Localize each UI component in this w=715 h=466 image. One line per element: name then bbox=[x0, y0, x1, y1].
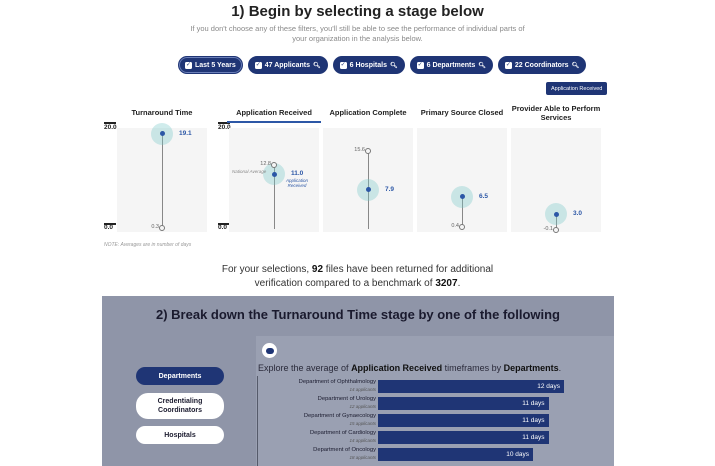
department-applicants: 12 applicants bbox=[349, 404, 376, 409]
national-average-label: 12.8 bbox=[260, 161, 271, 167]
department-name: Department of Gynaecology bbox=[303, 413, 376, 419]
filter-pill[interactable]: ✓ 47 Applicants 🔍︎ bbox=[247, 56, 328, 74]
summary-text: For your selections, 92 files have been … bbox=[221, 264, 494, 289]
department-applicants: 14 applicants bbox=[349, 387, 376, 392]
bar-axis-line bbox=[257, 376, 258, 466]
filter-pill[interactable]: ✓ Last 5 Years bbox=[178, 56, 243, 74]
section-1-subtitle: If you don't choose any of these filters… bbox=[190, 24, 525, 43]
checkbox-icon: ✓ bbox=[185, 61, 192, 69]
y-axis-tick-label: 20.0 bbox=[104, 124, 117, 131]
stage-value-stem bbox=[274, 165, 275, 229]
stage-value-label: 3.0 bbox=[573, 210, 583, 217]
stage-value-caption: Application Received bbox=[285, 178, 308, 188]
table-row[interactable]: Department of Gynaecology 15 applicants 11… bbox=[260, 412, 614, 429]
stage-value-stem bbox=[162, 133, 163, 229]
breakdown-option-departments[interactable]: Departments bbox=[136, 367, 224, 385]
filter-label: 47 Applicants bbox=[264, 61, 311, 69]
section-2-title: 2) Break down the Turnaround Time stage … bbox=[156, 307, 560, 322]
national-average-label: 0.4 bbox=[451, 223, 459, 229]
table-row[interactable]: Department of Oncology 18 applicants 10 da… bbox=[260, 446, 614, 463]
department-applicants: 18 applicants bbox=[349, 455, 376, 460]
filter-label: Last 5 Years bbox=[195, 61, 236, 69]
department-name: Department of Cardiology bbox=[309, 430, 376, 436]
national-average-marker bbox=[271, 162, 277, 168]
y-axis-tick-mark bbox=[104, 122, 116, 124]
search-icon[interactable]: 🔍︎ bbox=[478, 62, 486, 69]
stage-value-stem bbox=[462, 196, 463, 229]
department-name: Department of Ophthalmology bbox=[298, 379, 376, 385]
stage-value-stem bbox=[556, 214, 557, 230]
filter-pill[interactable]: ✓ 22 Coordinators 🔍︎ bbox=[497, 56, 587, 74]
y-axis-tick-mark bbox=[218, 223, 230, 225]
department-bar[interactable]: 11 days bbox=[378, 431, 549, 444]
breakdown-section: 2) Break down the Turnaround Time stage … bbox=[102, 296, 614, 466]
department-days-label: 12 days bbox=[537, 383, 560, 390]
breakdown-option-hospitals[interactable]: Hospitals bbox=[136, 426, 224, 444]
files-count: 92 bbox=[311, 264, 324, 275]
national-average-label: -0.1 bbox=[543, 225, 553, 232]
department-bar[interactable]: 12 days bbox=[378, 380, 564, 393]
table-row[interactable]: Department of Urology 12 applicants 11 day… bbox=[260, 395, 614, 412]
stage-value-label: 7.9 bbox=[385, 185, 395, 193]
stage-value-point[interactable] bbox=[271, 171, 277, 177]
department-days-label: 11 days bbox=[522, 417, 545, 424]
department-days-label: 10 days bbox=[506, 451, 529, 458]
national-average-marker bbox=[365, 148, 371, 154]
stage-value-point[interactable] bbox=[459, 194, 465, 199]
stage-tab-3[interactable]: Primary Source Closed bbox=[420, 108, 504, 117]
breakdown-option-coordinators[interactable]: Credentialing Coordinators bbox=[136, 393, 224, 419]
chat-bubble-icon[interactable] bbox=[262, 343, 277, 358]
department-applicants: 15 applicants bbox=[349, 421, 376, 426]
national-average-caption: National Average bbox=[232, 169, 267, 174]
stage-tab-4[interactable]: Provider Able to Perform Services bbox=[511, 104, 601, 122]
filter-pill[interactable]: ✓ 6 Departments 🔍︎ bbox=[409, 56, 493, 74]
filter-label: 6 Hospitals bbox=[349, 61, 387, 69]
national-average-marker bbox=[159, 224, 165, 231]
stage-value-label: 6.5 bbox=[479, 192, 489, 200]
checkbox-icon: ✓ bbox=[254, 61, 262, 69]
filter-label: 6 Departments bbox=[426, 61, 476, 69]
department-name: Department of Oncology bbox=[313, 447, 376, 453]
checkbox-icon: ✓ bbox=[504, 61, 512, 69]
stage-value-label: 19.1 bbox=[179, 129, 192, 137]
filter-bar: ✓ Last 5 Years ✓ 47 Applicants 🔍︎ ✓ 6 Hospital… bbox=[178, 56, 587, 74]
department-bar[interactable]: 11 days bbox=[378, 414, 549, 427]
department-bar[interactable]: 11 days bbox=[378, 397, 549, 410]
department-applicants: 14 applicants bbox=[349, 438, 376, 443]
table-row[interactable]: Department of Ophthalmology 14 applicants… bbox=[260, 378, 614, 395]
national-average-label: 15.6 bbox=[354, 147, 365, 153]
y-axis-tick-label: 20.0 bbox=[218, 124, 231, 131]
y-axis-tick-label: 0.0 bbox=[218, 224, 228, 231]
filter-pill[interactable]: ✓ 6 Hospitals 🔍︎ bbox=[332, 56, 405, 74]
y-axis-tick-label: 0.0 bbox=[104, 224, 114, 231]
checkbox-icon: ✓ bbox=[416, 61, 424, 69]
stage-tab-2[interactable]: Application Complete bbox=[329, 108, 407, 117]
checkbox-icon: ✓ bbox=[339, 61, 347, 69]
explore-text: Explore the average of Application Recei… bbox=[258, 363, 562, 373]
department-days-label: 11 days bbox=[522, 434, 545, 441]
search-icon[interactable]: 🔍︎ bbox=[571, 62, 580, 69]
national-average-marker bbox=[459, 224, 465, 230]
averages-note: NOTE: Averages are in number of days bbox=[104, 242, 192, 248]
search-icon[interactable]: 🔍︎ bbox=[390, 62, 398, 69]
stage-tab-0[interactable]: Turnaround Time bbox=[131, 108, 193, 117]
national-average-marker bbox=[553, 226, 559, 233]
department-days-label: 11 days bbox=[522, 400, 545, 407]
y-axis-tick-mark bbox=[218, 122, 230, 124]
stage-value-point[interactable] bbox=[365, 187, 371, 192]
stage-value-label: 11.0 bbox=[291, 170, 304, 177]
stage-tab-1[interactable]: Application Received bbox=[227, 108, 321, 123]
department-name: Department of Urology bbox=[317, 396, 376, 402]
table-row[interactable]: Department of Cardiology 14 applicants 11 … bbox=[260, 429, 614, 446]
department-bar[interactable]: 10 days bbox=[378, 448, 533, 461]
search-icon[interactable]: 🔍︎ bbox=[313, 62, 321, 69]
stage-value-point[interactable] bbox=[553, 211, 559, 217]
y-axis-tick-mark bbox=[104, 223, 116, 225]
selected-stage-badge: Application Received bbox=[546, 82, 608, 95]
filter-label: 22 Coordinators bbox=[514, 61, 569, 69]
section-1-title: 1) Begin by selecting a stage below bbox=[231, 3, 484, 20]
stage-value-point[interactable] bbox=[159, 131, 165, 136]
benchmark-count: 3207 bbox=[435, 278, 458, 289]
national-average-label: 0.3 bbox=[151, 223, 159, 230]
